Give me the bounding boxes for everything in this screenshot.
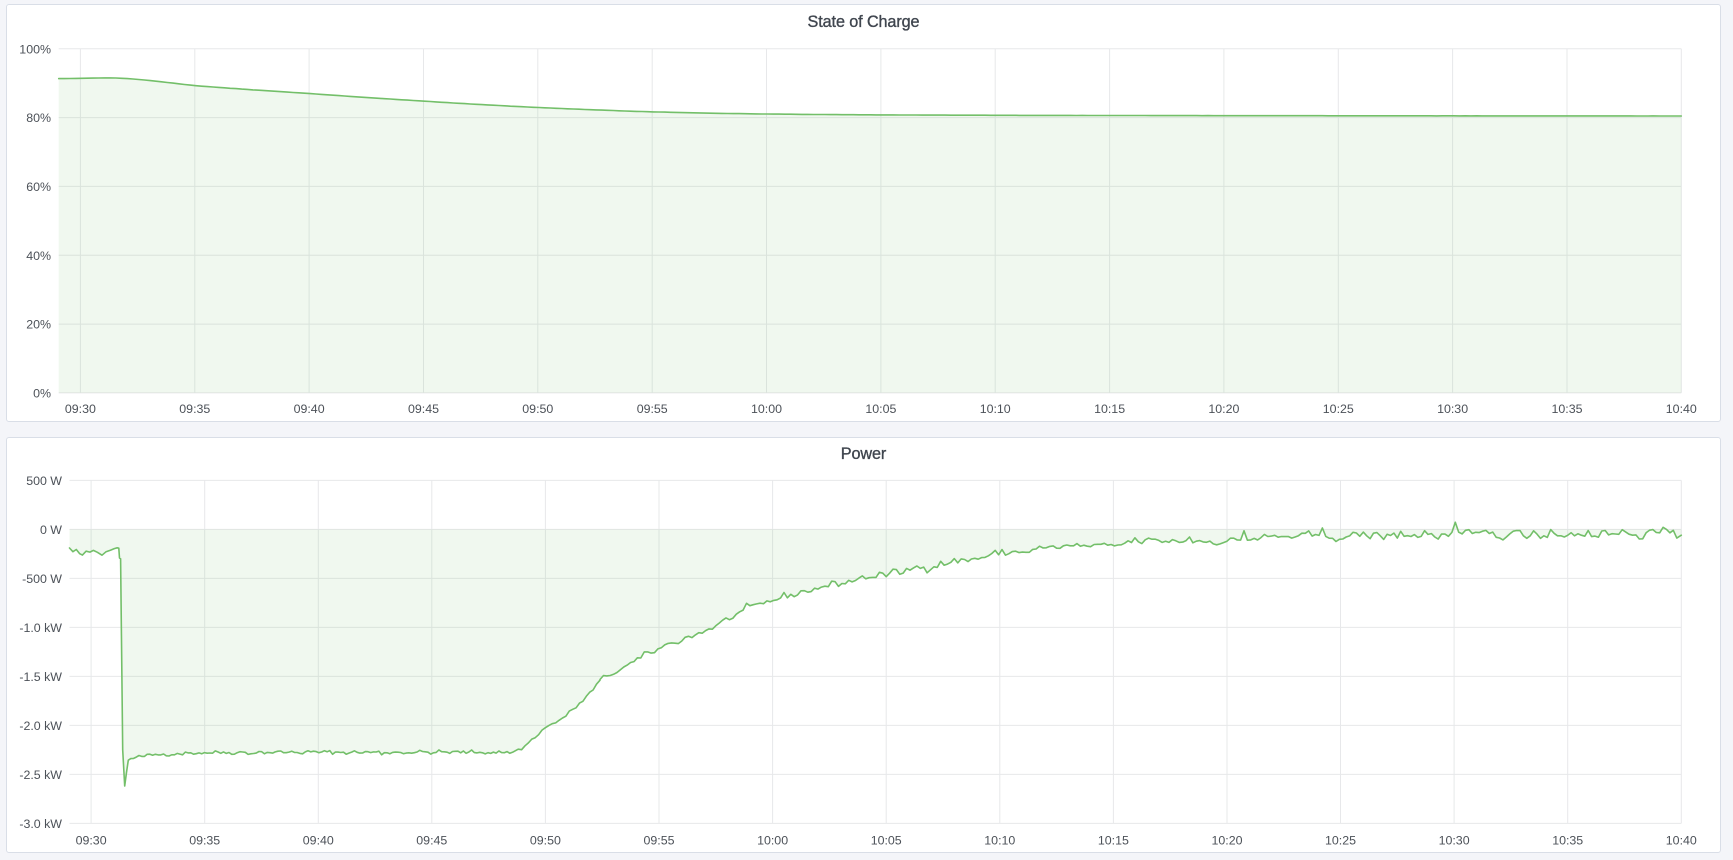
svg-text:10:25: 10:25 — [1325, 833, 1356, 847]
svg-text:10:35: 10:35 — [1551, 402, 1582, 416]
svg-text:-1.5 kW: -1.5 kW — [19, 670, 62, 684]
svg-text:10:00: 10:00 — [751, 402, 782, 416]
svg-text:09:35: 09:35 — [189, 833, 220, 847]
svg-text:10:05: 10:05 — [865, 402, 896, 416]
svg-text:100%: 100% — [19, 42, 51, 56]
svg-text:09:30: 09:30 — [65, 402, 96, 416]
svg-text:10:15: 10:15 — [1098, 833, 1129, 847]
svg-text:20%: 20% — [26, 318, 51, 332]
svg-text:-2.5 kW: -2.5 kW — [19, 768, 62, 782]
svg-text:10:05: 10:05 — [871, 833, 902, 847]
svg-text:-3.0 kW: -3.0 kW — [19, 817, 62, 831]
svg-text:500 W: 500 W — [26, 474, 62, 488]
svg-text:10:25: 10:25 — [1323, 402, 1354, 416]
svg-text:State of Charge: State of Charge — [808, 13, 920, 31]
svg-text:09:35: 09:35 — [179, 402, 210, 416]
svg-text:10:15: 10:15 — [1094, 402, 1125, 416]
svg-text:10:40: 10:40 — [1666, 833, 1697, 847]
svg-text:60%: 60% — [26, 180, 51, 194]
svg-text:10:30: 10:30 — [1439, 833, 1470, 847]
svg-text:09:40: 09:40 — [303, 833, 334, 847]
svg-text:0 W: 0 W — [40, 523, 62, 537]
svg-text:09:40: 09:40 — [294, 402, 325, 416]
svg-text:10:20: 10:20 — [1211, 833, 1242, 847]
svg-text:0%: 0% — [33, 386, 51, 400]
svg-text:-500 W: -500 W — [22, 572, 62, 586]
svg-text:10:00: 10:00 — [757, 833, 788, 847]
svg-text:-2.0 kW: -2.0 kW — [19, 719, 62, 733]
svg-text:10:10: 10:10 — [984, 833, 1015, 847]
svg-text:09:55: 09:55 — [637, 402, 668, 416]
svg-text:10:40: 10:40 — [1666, 402, 1697, 416]
svg-text:09:30: 09:30 — [76, 833, 107, 847]
svg-text:09:50: 09:50 — [522, 402, 553, 416]
svg-text:Power: Power — [841, 445, 887, 463]
svg-text:09:45: 09:45 — [416, 833, 447, 847]
svg-text:40%: 40% — [26, 249, 51, 263]
svg-text:09:50: 09:50 — [530, 833, 561, 847]
svg-text:10:20: 10:20 — [1208, 402, 1239, 416]
svg-text:80%: 80% — [26, 111, 51, 125]
svg-text:10:10: 10:10 — [980, 402, 1011, 416]
svg-text:09:55: 09:55 — [643, 833, 674, 847]
svg-text:10:30: 10:30 — [1437, 402, 1468, 416]
svg-text:10:35: 10:35 — [1552, 833, 1583, 847]
svg-text:-1.0 kW: -1.0 kW — [19, 621, 62, 635]
svg-text:09:45: 09:45 — [408, 402, 439, 416]
